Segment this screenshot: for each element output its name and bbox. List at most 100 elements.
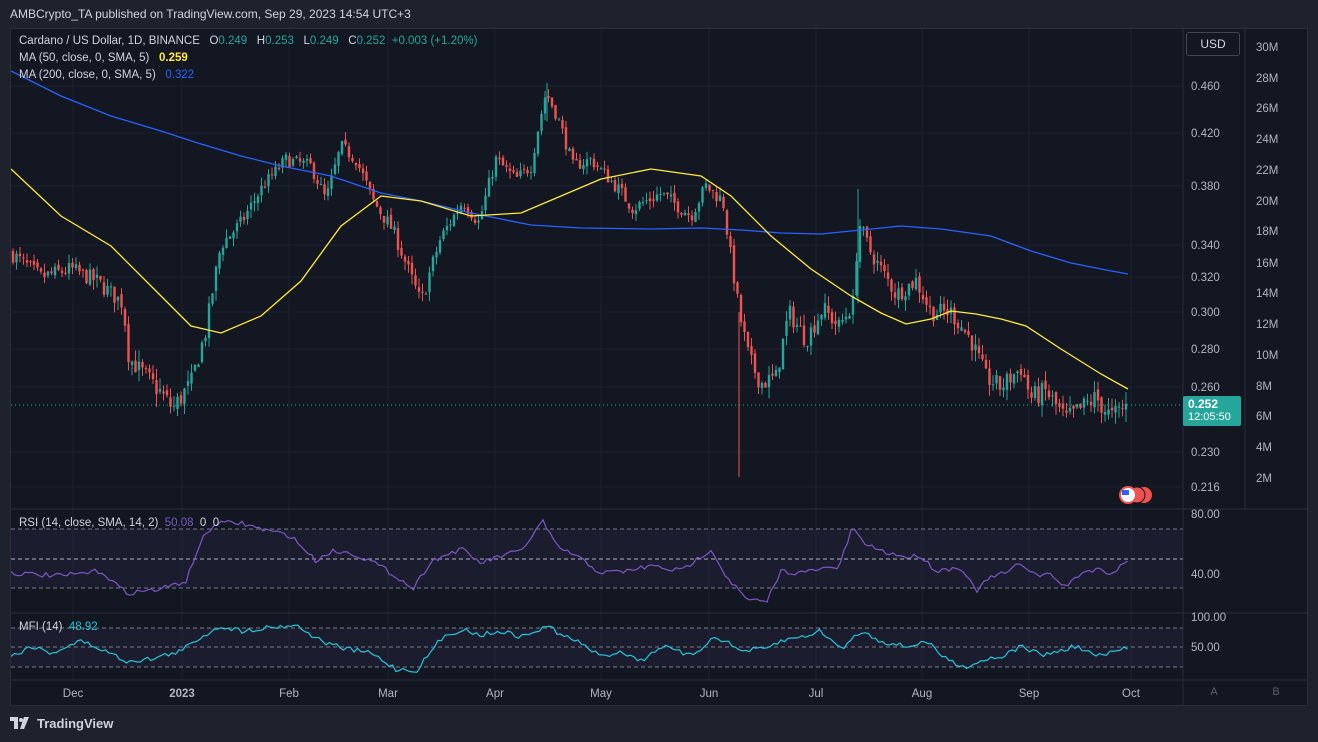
candle-body — [246, 210, 249, 220]
candle-body — [547, 96, 550, 98]
candle-body — [645, 200, 648, 202]
candle-body — [438, 240, 442, 253]
ma200-legend[interactable]: MA (200, close, 0, SMA, 5) 0.322 — [19, 69, 194, 81]
candle-body — [977, 346, 981, 354]
candle-body — [991, 384, 995, 386]
chart-area[interactable]: 0.460 0.420 0.380 0.340 0.320 0.300 0.280 0.260… — [10, 28, 1308, 706]
candle-body — [858, 226, 862, 262]
candle-body — [928, 305, 932, 307]
candle-body — [841, 320, 844, 322]
candle-body — [78, 264, 81, 272]
mfi-line — [11, 624, 1128, 673]
time-axis[interactable]: Dec 2023 Feb Mar Apr May Jun Jul Aug Sep Oct — [63, 688, 1141, 700]
candle-body — [809, 327, 813, 346]
candle-body — [1065, 410, 1068, 413]
rsi-legend[interactable]: RSI (14, close, SMA, 14, 2) 50.08 0 0 — [19, 517, 219, 529]
candle-body — [750, 346, 753, 355]
candle-body — [974, 344, 977, 351]
auto-scale-button[interactable]: A — [1210, 686, 1218, 698]
candle-body — [340, 141, 344, 154]
candle-body — [365, 171, 368, 181]
candle-body — [57, 264, 60, 270]
candle-body — [1016, 371, 1019, 374]
candle-body — [872, 254, 876, 265]
candle-body — [354, 162, 358, 166]
tradingview-logo[interactable]: TradingView — [10, 716, 113, 731]
candle-body — [141, 362, 144, 368]
candle-body — [963, 329, 967, 333]
candle-body — [183, 388, 186, 405]
currency-button[interactable]: USD — [1186, 32, 1240, 56]
mfi-legend[interactable]: MFI (14) 48.92 — [19, 621, 98, 633]
candle-body — [498, 157, 501, 160]
bar-countdown: 12:05:50 — [1188, 411, 1231, 423]
last-price-tag: 0.252 12:05:50 — [1183, 396, 1241, 426]
candle-body — [176, 396, 179, 409]
candle-body — [134, 360, 137, 373]
time-tick-label: Mar — [378, 688, 398, 700]
candle-body — [393, 226, 396, 231]
candle-body — [890, 279, 893, 292]
candle-body — [865, 226, 869, 238]
time-tick-label: Sep — [1019, 688, 1039, 700]
candle-body — [1002, 387, 1005, 391]
mfi-value: 48.92 — [68, 621, 98, 633]
log-scale-button[interactable]: B — [1272, 686, 1280, 698]
candle-body — [361, 168, 365, 174]
economic-events-icon[interactable] — [1119, 486, 1152, 504]
ma50-line — [11, 168, 1129, 390]
price-tick-label: 0.300 — [1191, 307, 1220, 319]
candle-body — [781, 338, 785, 370]
candle-body — [323, 184, 326, 195]
volume-tick-label: 10M — [1256, 350, 1278, 362]
candle-body — [463, 207, 466, 209]
candle-body — [144, 368, 148, 370]
ma50-legend[interactable]: MA (50, close, 0, SMA, 5) 0.259 — [19, 52, 188, 64]
candle-body — [25, 260, 29, 263]
footer: TradingView — [0, 706, 1318, 742]
symbol-name[interactable]: Cardano / US Dollar, 1D, BINANCE — [19, 35, 200, 47]
price-tick-label: 0.280 — [1191, 344, 1220, 356]
candle-body — [1075, 404, 1079, 408]
candle-body — [470, 212, 473, 219]
candle-body — [1005, 373, 1009, 390]
candle-body — [466, 207, 470, 214]
candle-body — [151, 373, 155, 380]
candle-body — [85, 270, 88, 284]
candle-body — [578, 159, 582, 169]
candle-body — [540, 113, 543, 132]
candle-body — [218, 252, 221, 269]
candle-body — [1096, 389, 1100, 401]
candle-body — [1124, 403, 1128, 410]
candle-body — [253, 201, 256, 203]
high-label: H — [256, 35, 266, 47]
rsi-label: RSI (14, close, SMA, 14, 2) — [19, 517, 159, 529]
candle-body — [1023, 374, 1026, 378]
chart-canvas[interactable]: 0.460 0.420 0.380 0.340 0.320 0.300 0.280 0.260… — [11, 29, 1308, 706]
candle-body — [655, 194, 659, 201]
candle-body — [358, 164, 361, 169]
candle-body — [396, 228, 400, 250]
rsi-extra-1: 0 — [199, 517, 207, 529]
candle-body — [302, 160, 305, 164]
ma50-label: MA (50, close, 0, SMA, 5) — [19, 52, 150, 64]
price-tick-label: 0.260 — [1191, 382, 1220, 394]
candle-body — [830, 312, 834, 324]
candle-body — [725, 210, 729, 235]
candle-body — [816, 320, 820, 335]
price-axis[interactable]: 0.460 0.420 0.380 0.340 0.320 0.300 0.280 0.260… — [1191, 81, 1220, 494]
volume-tick-label: 4M — [1256, 442, 1272, 454]
candle-body — [442, 230, 445, 240]
candle-body — [186, 380, 190, 387]
candle-body — [130, 361, 134, 365]
volume-axis[interactable]: 30M 28M 26M 24M 22M 20M 18M 16M 14M 12M 10M 8M 6M 4M 2… — [1256, 42, 1278, 485]
candle-body — [351, 158, 354, 162]
candle-body — [456, 212, 459, 215]
candle-body — [673, 192, 676, 203]
candle-body — [855, 261, 858, 296]
candle-body — [372, 188, 375, 200]
candle-body — [519, 170, 522, 177]
mfi-tick-label: 100.00 — [1191, 612, 1226, 624]
candle-body — [942, 303, 946, 311]
change-value: +0.003 (+1.20%) — [391, 35, 478, 47]
